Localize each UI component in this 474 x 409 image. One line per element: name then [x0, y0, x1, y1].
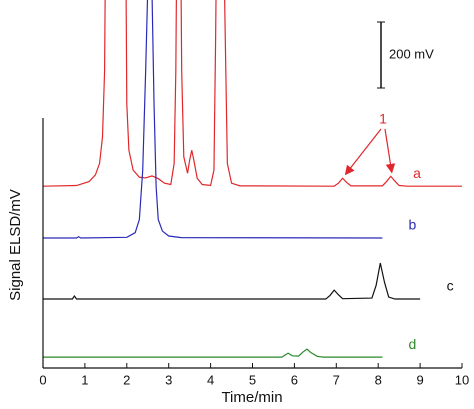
trace-label: d [408, 336, 416, 352]
x-tick-label: 6 [291, 372, 298, 387]
x-tick-label: 3 [165, 372, 172, 387]
x-tick-label: 4 [207, 372, 214, 387]
y-axis-title: Signal ELSD/mV [7, 189, 24, 301]
trace [43, 348, 383, 358]
scale-label: 200 mV [389, 46, 434, 61]
x-tick-label: 0 [39, 372, 46, 387]
annotation-arrow [344, 128, 382, 176]
trace [43, 0, 383, 239]
x-tick-label: 5 [249, 372, 256, 387]
x-tick-label: 1 [81, 372, 88, 387]
x-tick-label: 8 [375, 372, 382, 387]
x-tick-label: 2 [123, 372, 130, 387]
x-tick-label: 10 [455, 372, 469, 387]
trace-label: c [447, 278, 454, 294]
trace [43, 262, 421, 300]
annotation-arrow [384, 128, 396, 174]
x-tick-label: 9 [416, 372, 423, 387]
trace [42, 0, 462, 187]
trace-label: a [413, 165, 421, 181]
x-axis-title: Time/min [221, 389, 282, 406]
trace-label: b [408, 217, 416, 233]
x-tick-label: 7 [333, 372, 340, 387]
annotation-label: 1 [379, 111, 387, 127]
